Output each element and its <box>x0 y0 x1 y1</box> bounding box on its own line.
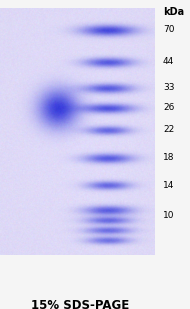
Text: 22: 22 <box>163 125 174 134</box>
Text: 15% SDS-PAGE: 15% SDS-PAGE <box>31 299 129 309</box>
Text: 26: 26 <box>163 104 174 112</box>
Text: 33: 33 <box>163 83 174 92</box>
Text: 44: 44 <box>163 57 174 66</box>
Text: kDa: kDa <box>163 7 184 17</box>
Text: 70: 70 <box>163 26 174 35</box>
Text: 10: 10 <box>163 210 174 219</box>
Text: 14: 14 <box>163 180 174 189</box>
Text: 18: 18 <box>163 154 174 163</box>
